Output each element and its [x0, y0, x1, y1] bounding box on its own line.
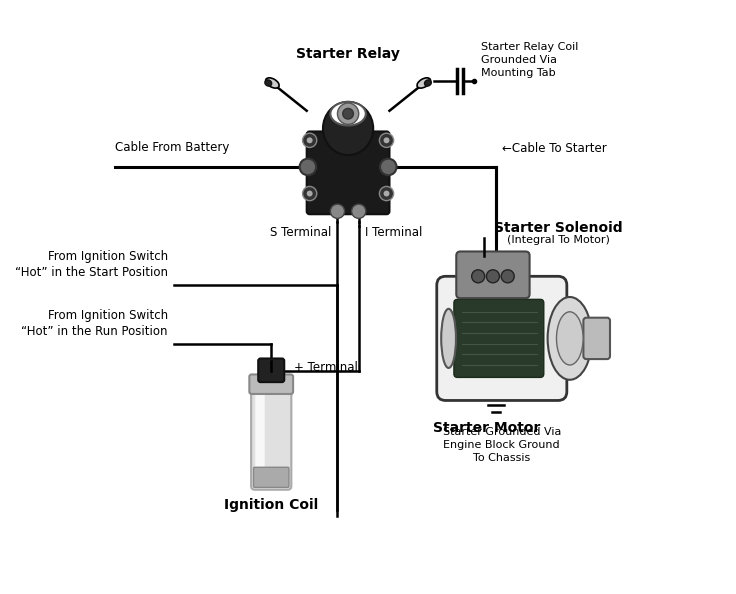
Text: From Ignition Switch
“Hot” in the Start Position: From Ignition Switch “Hot” in the Start … — [15, 250, 168, 279]
Circle shape — [343, 108, 353, 119]
FancyBboxPatch shape — [253, 467, 289, 487]
Ellipse shape — [556, 312, 583, 365]
Text: S Terminal: S Terminal — [270, 226, 331, 239]
FancyBboxPatch shape — [258, 359, 284, 382]
Text: Starter Motor: Starter Motor — [434, 421, 541, 435]
Ellipse shape — [323, 102, 373, 155]
Circle shape — [300, 159, 316, 175]
Text: Ignition Coil: Ignition Coil — [224, 498, 319, 512]
Ellipse shape — [548, 297, 592, 380]
Circle shape — [302, 187, 316, 201]
Ellipse shape — [266, 78, 279, 88]
FancyBboxPatch shape — [584, 318, 610, 359]
Text: Starter Solenoid: Starter Solenoid — [494, 221, 622, 235]
Circle shape — [330, 204, 344, 219]
Circle shape — [352, 204, 366, 219]
FancyBboxPatch shape — [251, 382, 291, 489]
FancyBboxPatch shape — [250, 374, 293, 394]
Ellipse shape — [425, 80, 431, 86]
Text: Starter Grounded Via
Engine Block Ground
To Chassis: Starter Grounded Via Engine Block Ground… — [442, 427, 561, 463]
Circle shape — [486, 270, 500, 283]
Text: Starter Relay Coil
Grounded Via
Mounting Tab: Starter Relay Coil Grounded Via Mounting… — [481, 42, 578, 78]
Text: + Terminal: + Terminal — [294, 361, 358, 374]
Circle shape — [501, 270, 514, 283]
Circle shape — [307, 137, 313, 143]
Circle shape — [337, 103, 358, 124]
Ellipse shape — [417, 78, 431, 88]
FancyBboxPatch shape — [454, 299, 544, 377]
Text: (Integral To Motor): (Integral To Motor) — [506, 235, 609, 245]
FancyBboxPatch shape — [456, 251, 530, 298]
Ellipse shape — [441, 309, 456, 368]
Circle shape — [302, 133, 316, 147]
Text: Cable From Battery: Cable From Battery — [115, 141, 229, 154]
Circle shape — [383, 191, 389, 197]
FancyBboxPatch shape — [255, 390, 265, 482]
Circle shape — [383, 137, 389, 143]
Circle shape — [380, 133, 394, 147]
Text: Starter Relay: Starter Relay — [296, 46, 400, 61]
FancyBboxPatch shape — [436, 276, 567, 400]
FancyBboxPatch shape — [307, 131, 389, 214]
Text: ←Cable To Starter: ←Cable To Starter — [502, 142, 606, 155]
Circle shape — [380, 187, 394, 201]
Circle shape — [307, 191, 313, 197]
Text: From Ignition Switch
“Hot” in the Run Position: From Ignition Switch “Hot” in the Run Po… — [21, 309, 168, 339]
Ellipse shape — [330, 102, 366, 125]
Text: I Terminal: I Terminal — [364, 226, 422, 239]
Ellipse shape — [265, 80, 272, 86]
Circle shape — [380, 159, 397, 175]
Circle shape — [472, 270, 485, 283]
